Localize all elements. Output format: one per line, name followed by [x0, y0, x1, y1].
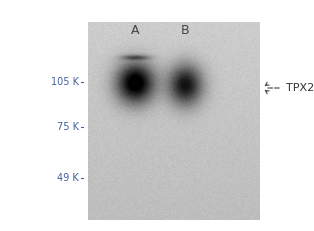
- Text: 75 K: 75 K: [57, 122, 79, 132]
- Bar: [0, 0, 88, 231]
- Text: 105 K: 105 K: [51, 77, 79, 87]
- Text: B: B: [181, 24, 189, 36]
- Text: TPX2: TPX2: [286, 83, 314, 93]
- Text: 49 K: 49 K: [57, 173, 79, 183]
- Text: A: A: [131, 24, 139, 36]
- Bar: [260, 0, 314, 231]
